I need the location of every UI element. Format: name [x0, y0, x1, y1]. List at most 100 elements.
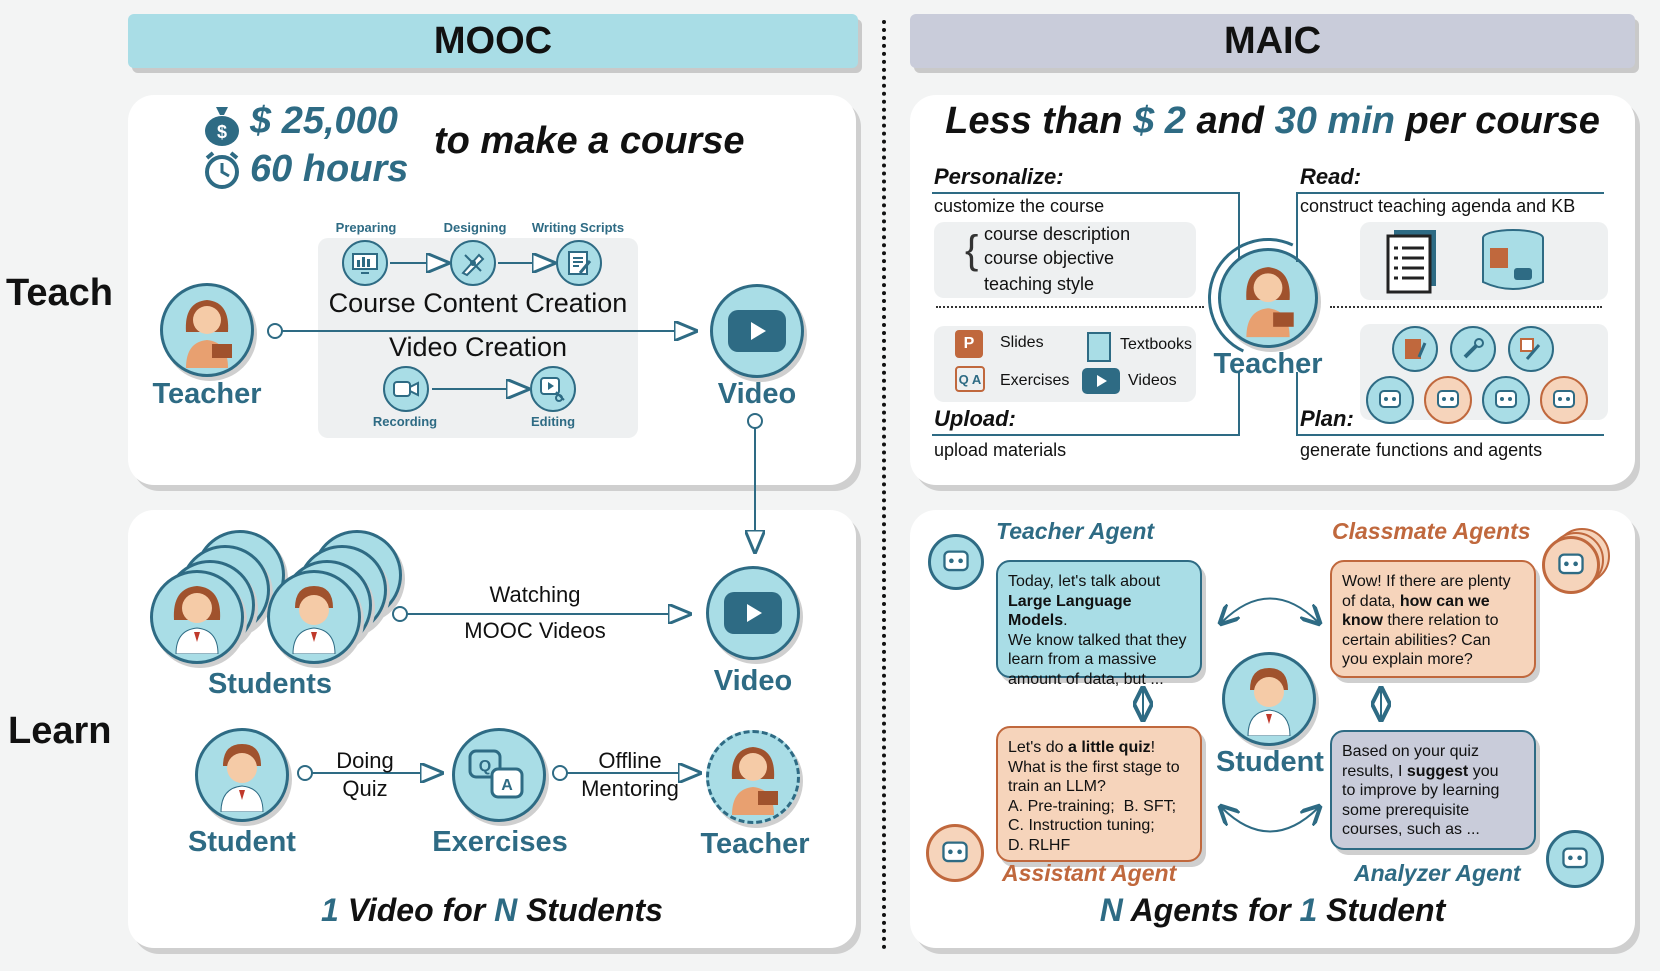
- plan-underline: [1296, 434, 1604, 436]
- videos-icon: [1082, 368, 1120, 394]
- writing-scripts-icon: [556, 240, 602, 286]
- mooc-student-label: Student: [188, 826, 296, 858]
- maic-footer-num1: N: [1099, 892, 1123, 928]
- bubble-line: learn from a massive: [1008, 651, 1157, 668]
- mooc-video-label: Video: [717, 378, 797, 410]
- student-avatar: [195, 728, 289, 822]
- doing-label: Doing: [336, 748, 394, 773]
- mooc-make-course: to make a course: [434, 120, 745, 162]
- maic-student-avatar: [1222, 652, 1316, 746]
- center-divider: [882, 20, 886, 950]
- read-underline: [1296, 192, 1604, 194]
- mooc-footer-end: Students: [517, 892, 663, 928]
- bubble-line: certain abilities? Can: [1342, 631, 1491, 649]
- function-quiz-icon: [1508, 326, 1554, 372]
- classmate-agents-title: Classmate Agents: [1332, 518, 1531, 544]
- bubble-line: train an LLM?: [1008, 778, 1106, 795]
- agenda-document-icon: [1384, 228, 1440, 299]
- bubble-line: Wow! If there are plenty: [1342, 573, 1511, 590]
- bubble-line: courses, such as ...: [1342, 821, 1480, 838]
- maic-teacher-label: Teacher: [1213, 348, 1323, 380]
- bubble-line: amount of data, but ...: [1008, 670, 1164, 688]
- bubble-line: Large Language Models.: [1008, 592, 1190, 631]
- student-girl-avatar: [150, 570, 244, 664]
- videos-label: Videos: [1128, 372, 1177, 389]
- bubble-line: A. Pre-training; B. SFT;: [1008, 797, 1177, 815]
- quiz-label: Quiz: [342, 776, 388, 801]
- money-bag-icon: $: [202, 103, 242, 152]
- assistant-agent-title: Assistant Agent: [1002, 860, 1177, 886]
- plan-connector: [1296, 372, 1298, 436]
- maic-title-time: 30 min: [1274, 100, 1395, 142]
- bubble-line: Today, let's talk about: [1008, 573, 1161, 590]
- bubble-text: !: [1150, 739, 1156, 756]
- mooc-time: 60 hours: [250, 148, 409, 190]
- maic-student-label: Student: [1216, 746, 1324, 778]
- personalize-item: teaching style: [984, 274, 1095, 294]
- assistant-agent-bubble: Let's do a little quiz! What is the firs…: [996, 726, 1202, 862]
- agent-robot-icon: [1366, 376, 1414, 424]
- read-title: Read:: [1300, 164, 1362, 189]
- mooc-footer-num2: N: [494, 892, 518, 928]
- bubble-line: of data, how can we: [1342, 592, 1524, 612]
- students-label: Students: [207, 668, 333, 700]
- textbooks-icon: [1087, 332, 1111, 362]
- bubble-line: to improve by learning: [1342, 782, 1500, 799]
- mooc-header: MOOC: [128, 14, 858, 68]
- maic-footer-end: Student: [1317, 892, 1446, 928]
- offline-label: Offline: [598, 748, 662, 773]
- knowledge-base-icon: [1478, 226, 1548, 301]
- mooc-teacher-label: Teacher: [152, 378, 262, 410]
- mooc-videos-label: MOOC Videos: [464, 618, 606, 643]
- personalize-item: course description: [984, 224, 1131, 244]
- mooc-footer-mid: Video for: [338, 892, 495, 928]
- left-dotted-divider: [936, 306, 1204, 308]
- teacher-avatar: [160, 283, 254, 377]
- agent-robot-icon: [1482, 376, 1530, 424]
- mooc-cost: $ 25,000: [250, 100, 398, 142]
- designing-icon: [450, 240, 496, 286]
- personalize-connector: [1238, 192, 1240, 262]
- upload-title: Upload:: [934, 406, 1016, 431]
- maic-title-and: and: [1185, 100, 1275, 142]
- personalize-desc: customize the course: [934, 196, 1105, 216]
- teacher-avatar: [706, 730, 800, 824]
- plan-desc: generate functions and agents: [1300, 440, 1543, 460]
- mooc-mentor-teacher-label: Teacher: [700, 828, 810, 860]
- bubble-line: What is the first stage to: [1008, 758, 1180, 776]
- bubble-text: results, I: [1342, 762, 1407, 780]
- bubble-bold: Large Language Models: [1008, 592, 1132, 630]
- teach-label: Teach: [6, 272, 114, 314]
- personalize-box: [934, 222, 1196, 298]
- maic-footer: N Agents for 1 Student: [910, 892, 1635, 929]
- bubble-text: .: [1063, 612, 1068, 629]
- slides-icon: P: [955, 330, 983, 358]
- classmate-agent-robot-icon: [1542, 536, 1600, 594]
- bubble-line: Let's do a little quiz!: [1008, 738, 1190, 758]
- maic-footer-mid: Agents for: [1122, 892, 1300, 928]
- recording-icon: [383, 366, 429, 412]
- mooc-footer: 1 Video for N Students: [128, 892, 856, 929]
- exercises-label: Exercises: [432, 826, 568, 858]
- function-slides-icon: [1392, 326, 1438, 372]
- svg-text:$: $: [217, 122, 227, 142]
- bubble-line: some prerequisite: [1342, 801, 1470, 819]
- right-dotted-divider: [1330, 306, 1602, 308]
- brace-icon: {: [965, 228, 979, 272]
- mooc-learn-video-label: Video: [713, 665, 793, 697]
- bubble-line: know there relation to: [1342, 611, 1524, 631]
- upload-desc: upload materials: [934, 440, 1067, 460]
- student-boy-avatar: [267, 570, 361, 664]
- teacher-agent-title: Teacher Agent: [996, 518, 1155, 544]
- maic-teacher-avatar: [1218, 248, 1318, 348]
- step-preparing-label: Preparing: [335, 220, 397, 235]
- course-content-creation: Course Content Creation: [328, 288, 628, 318]
- analyzer-agent-robot-icon: [1546, 830, 1604, 888]
- bubble-text: Let's do: [1008, 739, 1068, 756]
- plan-title: Plan:: [1300, 406, 1354, 431]
- mooc-footer-num1: 1: [321, 892, 339, 928]
- bubble-bold: suggest: [1406, 762, 1469, 780]
